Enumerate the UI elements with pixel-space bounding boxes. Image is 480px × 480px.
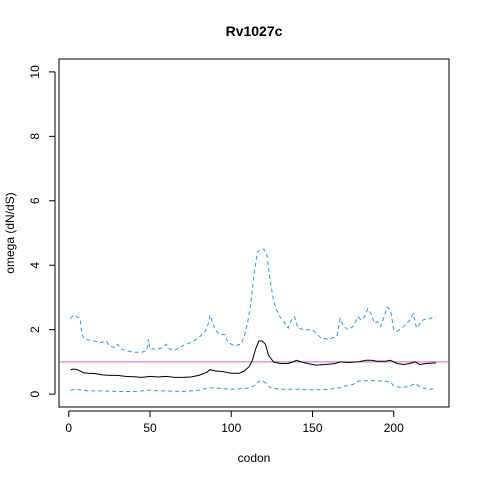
x-tick-label: 200 [384,421,404,435]
x-axis-label: codon [238,451,271,465]
x-tick-label: 50 [143,421,157,435]
y-tick-label: 0 [28,390,42,397]
x-tick-label: 150 [302,421,322,435]
y-tick-label: 4 [28,262,42,269]
y-axis: 0 2 4 6 8 10 [28,65,56,397]
y-tick-label: 10 [28,65,42,79]
y-tick-label: 2 [28,326,42,333]
y-tick-label: 6 [28,197,42,204]
plot-frame [58,58,450,408]
series-line-estimate [70,340,437,378]
series-line-lower [70,380,437,393]
y-tick-label: 8 [28,133,42,140]
chart-title: Rv1027c [226,23,283,39]
x-tick-label: 0 [65,421,72,435]
series-line-upper [70,248,437,353]
plot-area [58,58,450,408]
x-axis: 0 50 100 150 200 [65,410,404,435]
x-tick-label: 100 [221,421,241,435]
y-axis-label: omega (dN/dS) [3,192,17,273]
